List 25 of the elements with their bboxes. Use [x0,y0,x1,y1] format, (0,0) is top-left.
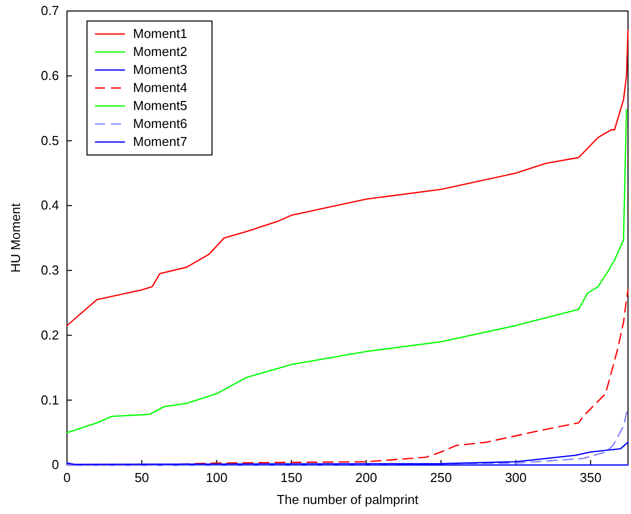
legend-label: Moment3 [133,62,188,77]
y-tick-label: 0.2 [40,327,59,342]
legend-label: Moment1 [133,26,188,41]
y-tick-label: 0 [52,457,59,472]
y-tick-label: 0.7 [40,3,59,18]
legend-label: Moment2 [133,44,188,59]
y-tick-label: 0.6 [40,68,59,84]
legend-label: Moment5 [133,98,188,113]
y-tick-label: 0.5 [40,132,59,148]
x-axis-title: The number of palmprint [276,492,419,507]
x-tick-label: 100 [206,470,228,486]
legend-label: Moment6 [133,116,188,131]
y-tick-label: 0.3 [40,262,59,278]
y-tick-label: 0.4 [40,198,59,213]
x-tick-label: 150 [280,470,302,486]
x-tick-label: 250 [430,470,452,486]
legend-label: Moment4 [133,80,188,95]
y-axis-title: HU Moment [8,202,23,273]
legend-label: Moment7 [133,134,188,149]
y-tick-label: 0.1 [40,392,59,408]
x-tick-label: 300 [504,470,527,486]
x-tick-label: 350 [580,470,602,486]
x-tick-label: 50 [134,470,150,486]
x-tick-label: 200 [355,470,378,486]
x-tick-label: 0 [63,470,71,486]
